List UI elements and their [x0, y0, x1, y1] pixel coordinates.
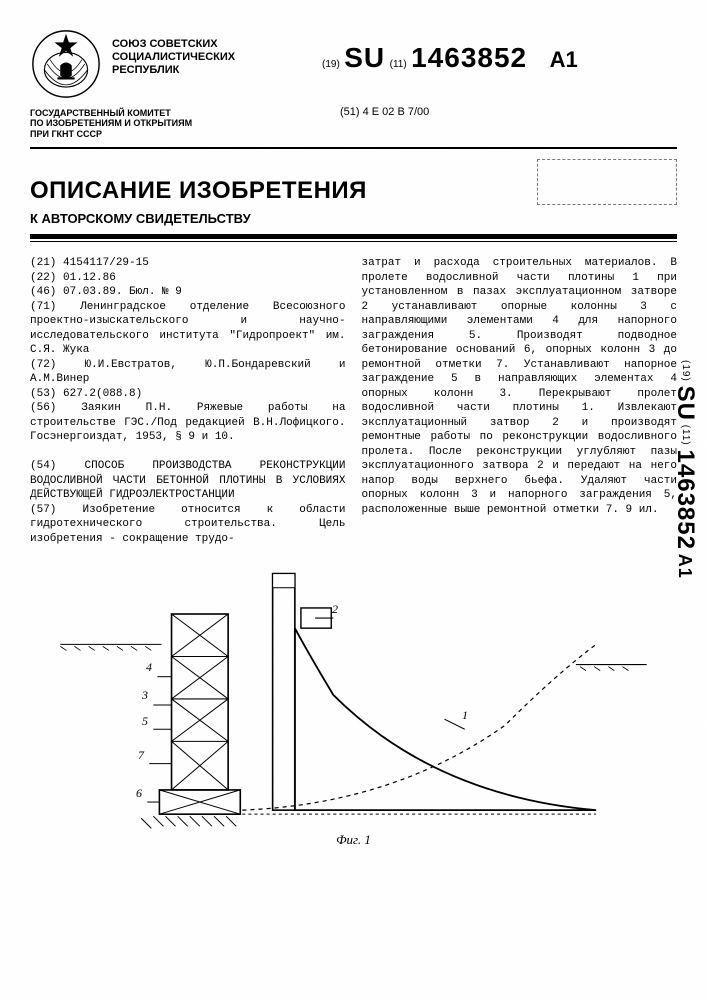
right-column: затрат и расхода строительных материалов…	[362, 256, 678, 546]
prefix-11: (11)	[390, 59, 407, 70]
left-column: (21) 4154117/29-15 (22) 01.12.86 (46) 07…	[30, 256, 346, 546]
label-6: 6	[136, 786, 142, 801]
ipc-code: (51) 4 E 02 B 7/00	[340, 106, 429, 118]
stamp-box	[537, 159, 677, 205]
side-suffix: A1	[675, 554, 695, 579]
header-row: СОЮЗ СОВЕТСКИХ СОЦИАЛИСТИЧЕСКИХ РЕСПУБЛИ…	[0, 0, 707, 100]
side-prefix19: (19)	[680, 360, 691, 382]
title-block: ОПИСАНИЕ ИЗОБРЕТЕНИЯ	[0, 149, 707, 211]
patent-page: СОЮЗ СОВЕТСКИХ СОЦИАЛИСТИЧЕСКИХ РЕСПУБЛИ…	[0, 0, 707, 1000]
side-prefix11: (11)	[680, 425, 691, 446]
side-su: SU	[672, 386, 699, 421]
figure-area: 1 2 3 4 5 6 7 Фиг. 1	[30, 560, 677, 850]
label-5: 5	[142, 714, 148, 729]
label-4: 4	[146, 660, 152, 675]
side-label: (19) SU (11) 1463852 A1	[671, 360, 699, 579]
dam-diagram-icon	[30, 560, 677, 850]
committee-text: ГОСУДАРСТВЕННЫЙ КОМИТЕТ ПО ИЗОБРЕТЕНИЯМ …	[0, 100, 260, 139]
body-columns: (21) 4154117/29-15 (22) 01.12.86 (46) 07…	[0, 242, 707, 546]
side-number: 1463852	[672, 450, 699, 550]
figure-caption: Фиг. 1	[336, 832, 371, 848]
label-2: 2	[332, 602, 338, 617]
label-1: 1	[462, 708, 468, 723]
prefix-19: (19)	[322, 59, 340, 70]
doc-number-block: (19) SU (11) 1463852 A1	[262, 28, 677, 74]
patent-number: 1463852	[411, 42, 527, 73]
su-code: SU	[344, 42, 385, 73]
rule-thick	[30, 234, 677, 239]
union-text: СОЮЗ СОВЕТСКИХ СОЦИАЛИСТИЧЕСКИХ РЕСПУБЛИ…	[112, 28, 252, 78]
doc-suffix: A1	[532, 47, 578, 72]
title-sub: К АВТОРСКОМУ СВИДЕТЕЛЬСТВУ	[0, 211, 707, 230]
ussr-emblem-icon	[30, 28, 102, 100]
title-main: ОПИСАНИЕ ИЗОБРЕТЕНИЯ	[30, 177, 367, 205]
label-3: 3	[142, 688, 148, 703]
label-7: 7	[138, 748, 144, 763]
